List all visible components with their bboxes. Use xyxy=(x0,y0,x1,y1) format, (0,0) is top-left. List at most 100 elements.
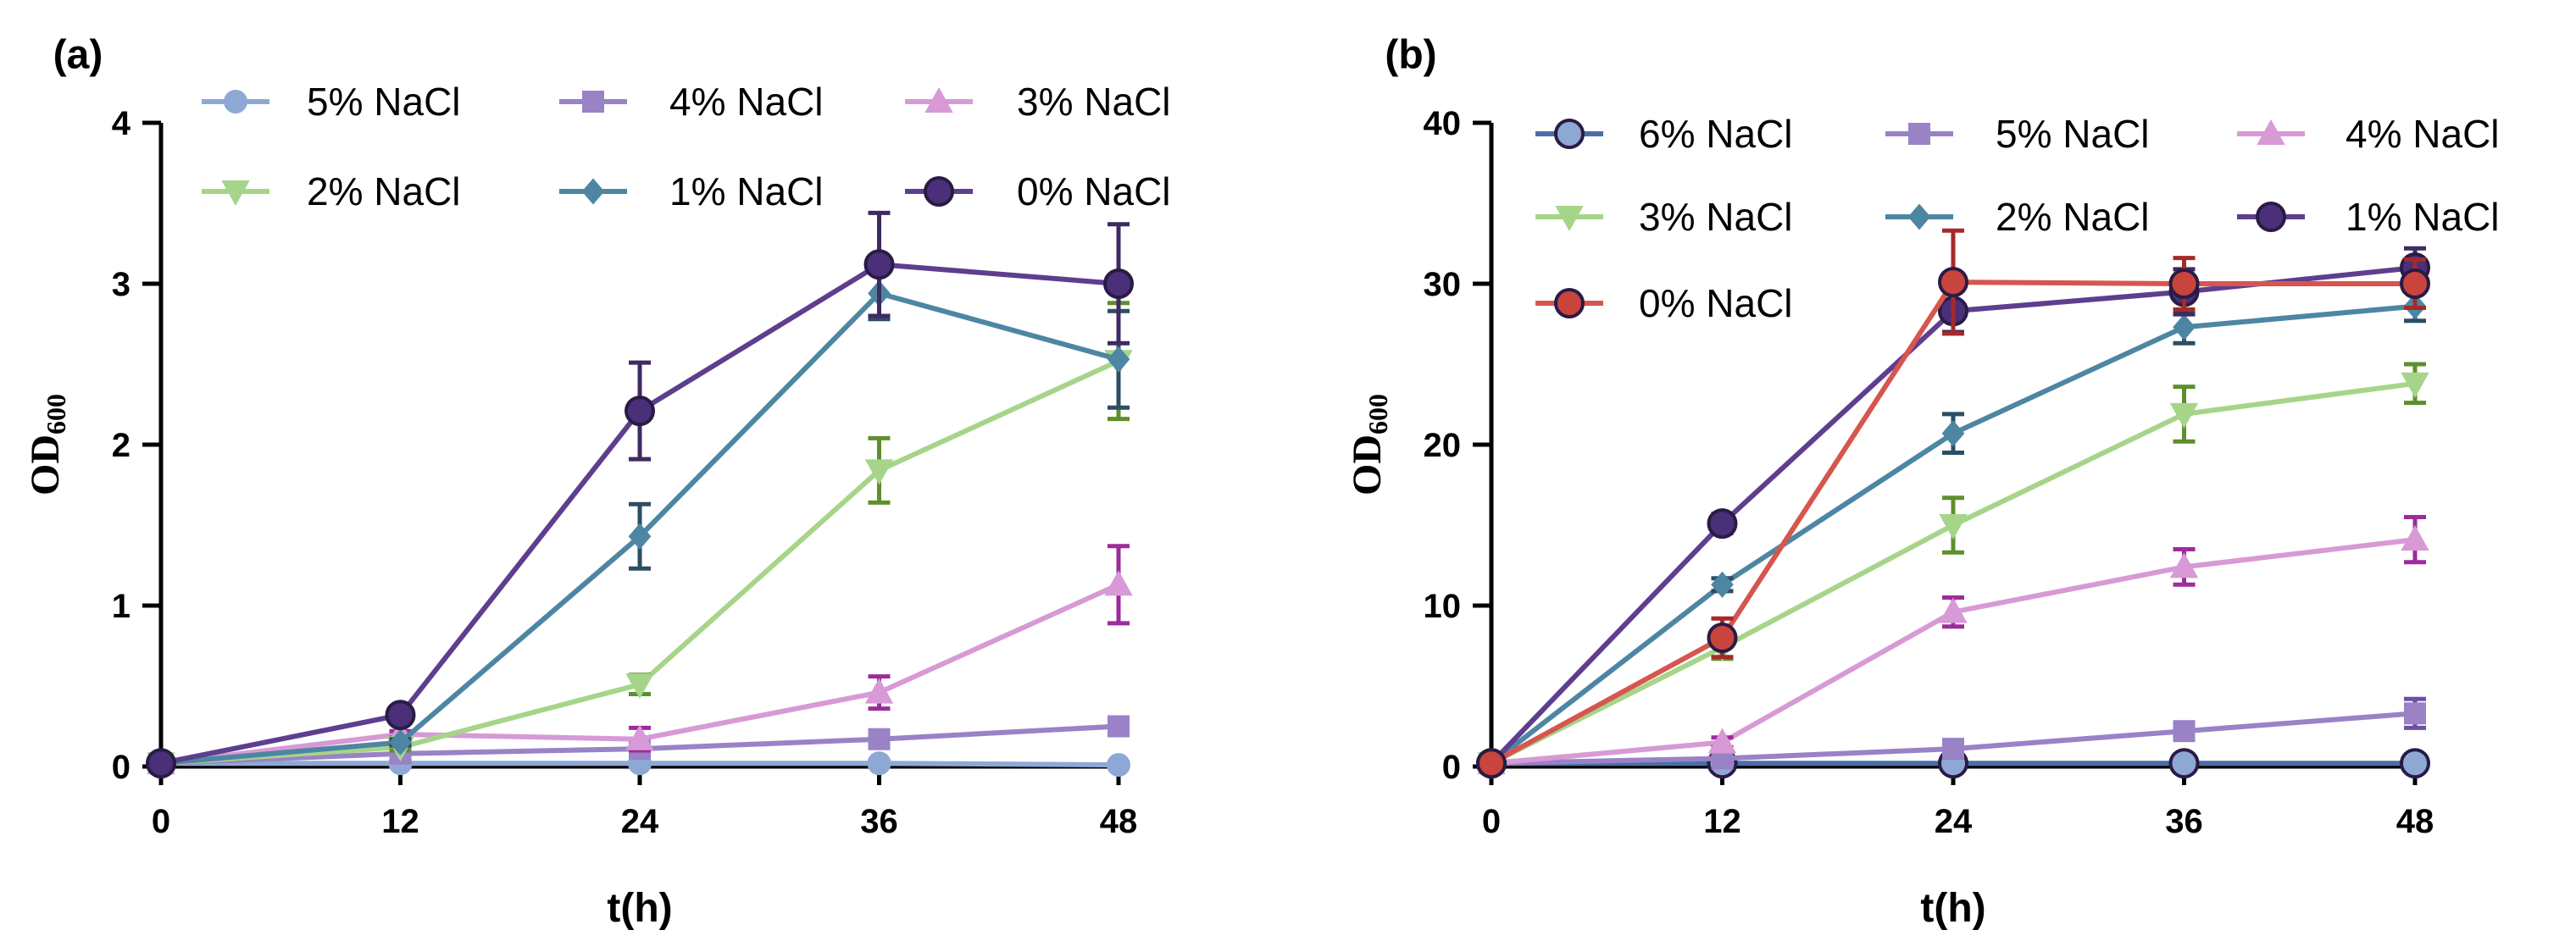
x-tick-label: 36 xyxy=(2165,803,2203,840)
series-3pct-nacl xyxy=(1477,362,2429,778)
x-tick-label: 48 xyxy=(1100,803,1138,840)
y-tick-label: 3 xyxy=(112,266,130,303)
y-axis-label: OD600 xyxy=(23,394,71,495)
data-point xyxy=(2173,313,2196,340)
legend-marker xyxy=(2256,202,2286,232)
data-point xyxy=(864,459,894,485)
data-point xyxy=(2169,552,2199,578)
x-tick-label: 24 xyxy=(1935,803,1973,840)
legend-label: 3% NaCl xyxy=(1639,195,1793,239)
data-point xyxy=(1711,571,1734,598)
data-point xyxy=(2169,402,2199,429)
y-tick-label: 0 xyxy=(112,749,130,786)
legend-label: 2% NaCl xyxy=(307,169,461,213)
data-point xyxy=(1939,514,1968,540)
legend-marker xyxy=(924,176,954,207)
y-tick-label: 10 xyxy=(1424,588,1462,625)
x-tick-label: 12 xyxy=(1703,803,1741,840)
data-point xyxy=(1476,748,1507,779)
data-point xyxy=(2404,702,2426,725)
legend-label: 4% NaCl xyxy=(669,80,824,124)
data-point xyxy=(1939,597,1968,623)
y-axis-label-subscript: 600 xyxy=(41,394,71,434)
series-0pct-nacl xyxy=(1476,228,2430,779)
data-point xyxy=(2401,525,2429,551)
legend-label: 4% NaCl xyxy=(2346,112,2500,156)
data-point xyxy=(1107,753,1130,778)
legend-label: 5% NaCl xyxy=(1996,112,2150,156)
legend-label: 6% NaCl xyxy=(1639,112,1793,156)
legend-label: 0% NaCl xyxy=(1639,281,1793,325)
legend-marker xyxy=(581,178,605,205)
data-point xyxy=(1707,508,1738,540)
data-point xyxy=(2401,372,2429,398)
x-tick-label: 0 xyxy=(152,803,170,840)
x-tick-label: 24 xyxy=(621,803,659,840)
legend-label: 3% NaCl xyxy=(1017,80,1171,124)
legend-marker xyxy=(2257,119,2285,145)
legend-entry-3pct-nacl: 3% NaCl xyxy=(1535,195,1793,239)
legend-label: 1% NaCl xyxy=(2346,195,2500,239)
series-line xyxy=(1491,537,2416,767)
data-point xyxy=(2168,748,2200,779)
legend-marker xyxy=(924,86,953,113)
data-point xyxy=(1941,420,1965,447)
data-point xyxy=(628,523,652,550)
legend-marker xyxy=(221,180,250,207)
y-axis-label: OD600 xyxy=(1345,394,1393,495)
data-point xyxy=(863,249,895,280)
legend-entry-2pct-nacl: 2% NaCl xyxy=(1885,195,2150,239)
legend-entry-1pct-nacl: 1% NaCl xyxy=(559,169,824,213)
x-tick-label: 0 xyxy=(1482,803,1501,840)
data-point xyxy=(625,396,655,427)
data-point xyxy=(1942,738,1964,761)
legend-label: 2% NaCl xyxy=(1996,195,2150,239)
data-point xyxy=(389,728,412,756)
y-axis-label-subscript: 600 xyxy=(1363,394,1393,434)
legend-marker xyxy=(1554,119,1585,149)
legend-marker xyxy=(1907,203,1931,230)
legend-entry-0pct-nacl: 0% NaCl xyxy=(1535,281,1793,325)
series-3pct-nacl xyxy=(147,544,1133,775)
data-point xyxy=(1103,268,1134,299)
data-point xyxy=(867,751,891,776)
series-0pct-nacl xyxy=(146,210,1134,779)
data-point xyxy=(1108,715,1130,738)
data-point xyxy=(1107,346,1130,373)
data-point xyxy=(2173,720,2196,743)
y-axis-label-main: OD xyxy=(23,434,68,495)
legend-label: 1% NaCl xyxy=(669,169,824,213)
legend-entry-6pct-nacl: 6% NaCl xyxy=(1535,112,1793,156)
legend-entry-5pct-nacl: 5% NaCl xyxy=(1885,112,2150,156)
y-tick-label: 1 xyxy=(112,588,130,625)
series-4pct-nacl xyxy=(1477,515,2429,775)
legend-marker xyxy=(582,91,604,113)
legend-entry-1pct-nacl: 1% NaCl xyxy=(2237,195,2500,239)
data-point xyxy=(1707,623,1738,653)
data-point xyxy=(1707,728,1737,754)
y-tick-label: 2 xyxy=(112,427,130,464)
data-point xyxy=(868,728,891,750)
data-point xyxy=(385,700,416,731)
legend-entry-2pct-nacl: 2% NaCl xyxy=(202,169,461,213)
legend-marker xyxy=(224,90,247,113)
y-axis-label-main: OD xyxy=(1345,434,1390,495)
data-point xyxy=(1104,570,1133,596)
legend-entry-3pct-nacl: 3% NaCl xyxy=(905,80,1171,124)
legend-marker xyxy=(1555,206,1584,232)
data-point xyxy=(2400,748,2430,779)
legend-label: 0% NaCl xyxy=(1017,169,1171,213)
data-point xyxy=(1938,267,1968,298)
data-point xyxy=(625,673,654,700)
data-point xyxy=(864,678,894,704)
y-tick-label: 30 xyxy=(1424,266,1462,303)
x-tick-label: 12 xyxy=(381,803,419,840)
y-tick-label: 0 xyxy=(1442,749,1461,786)
data-point xyxy=(146,748,176,779)
series-1pct-nacl xyxy=(149,265,1130,777)
y-tick-label: 20 xyxy=(1424,427,1462,464)
y-tick-label: 4 xyxy=(112,105,131,142)
x-axis-label: t(h) xyxy=(607,886,672,931)
data-point xyxy=(2400,268,2430,299)
legend-entry-5pct-nacl: 5% NaCl xyxy=(202,80,461,124)
